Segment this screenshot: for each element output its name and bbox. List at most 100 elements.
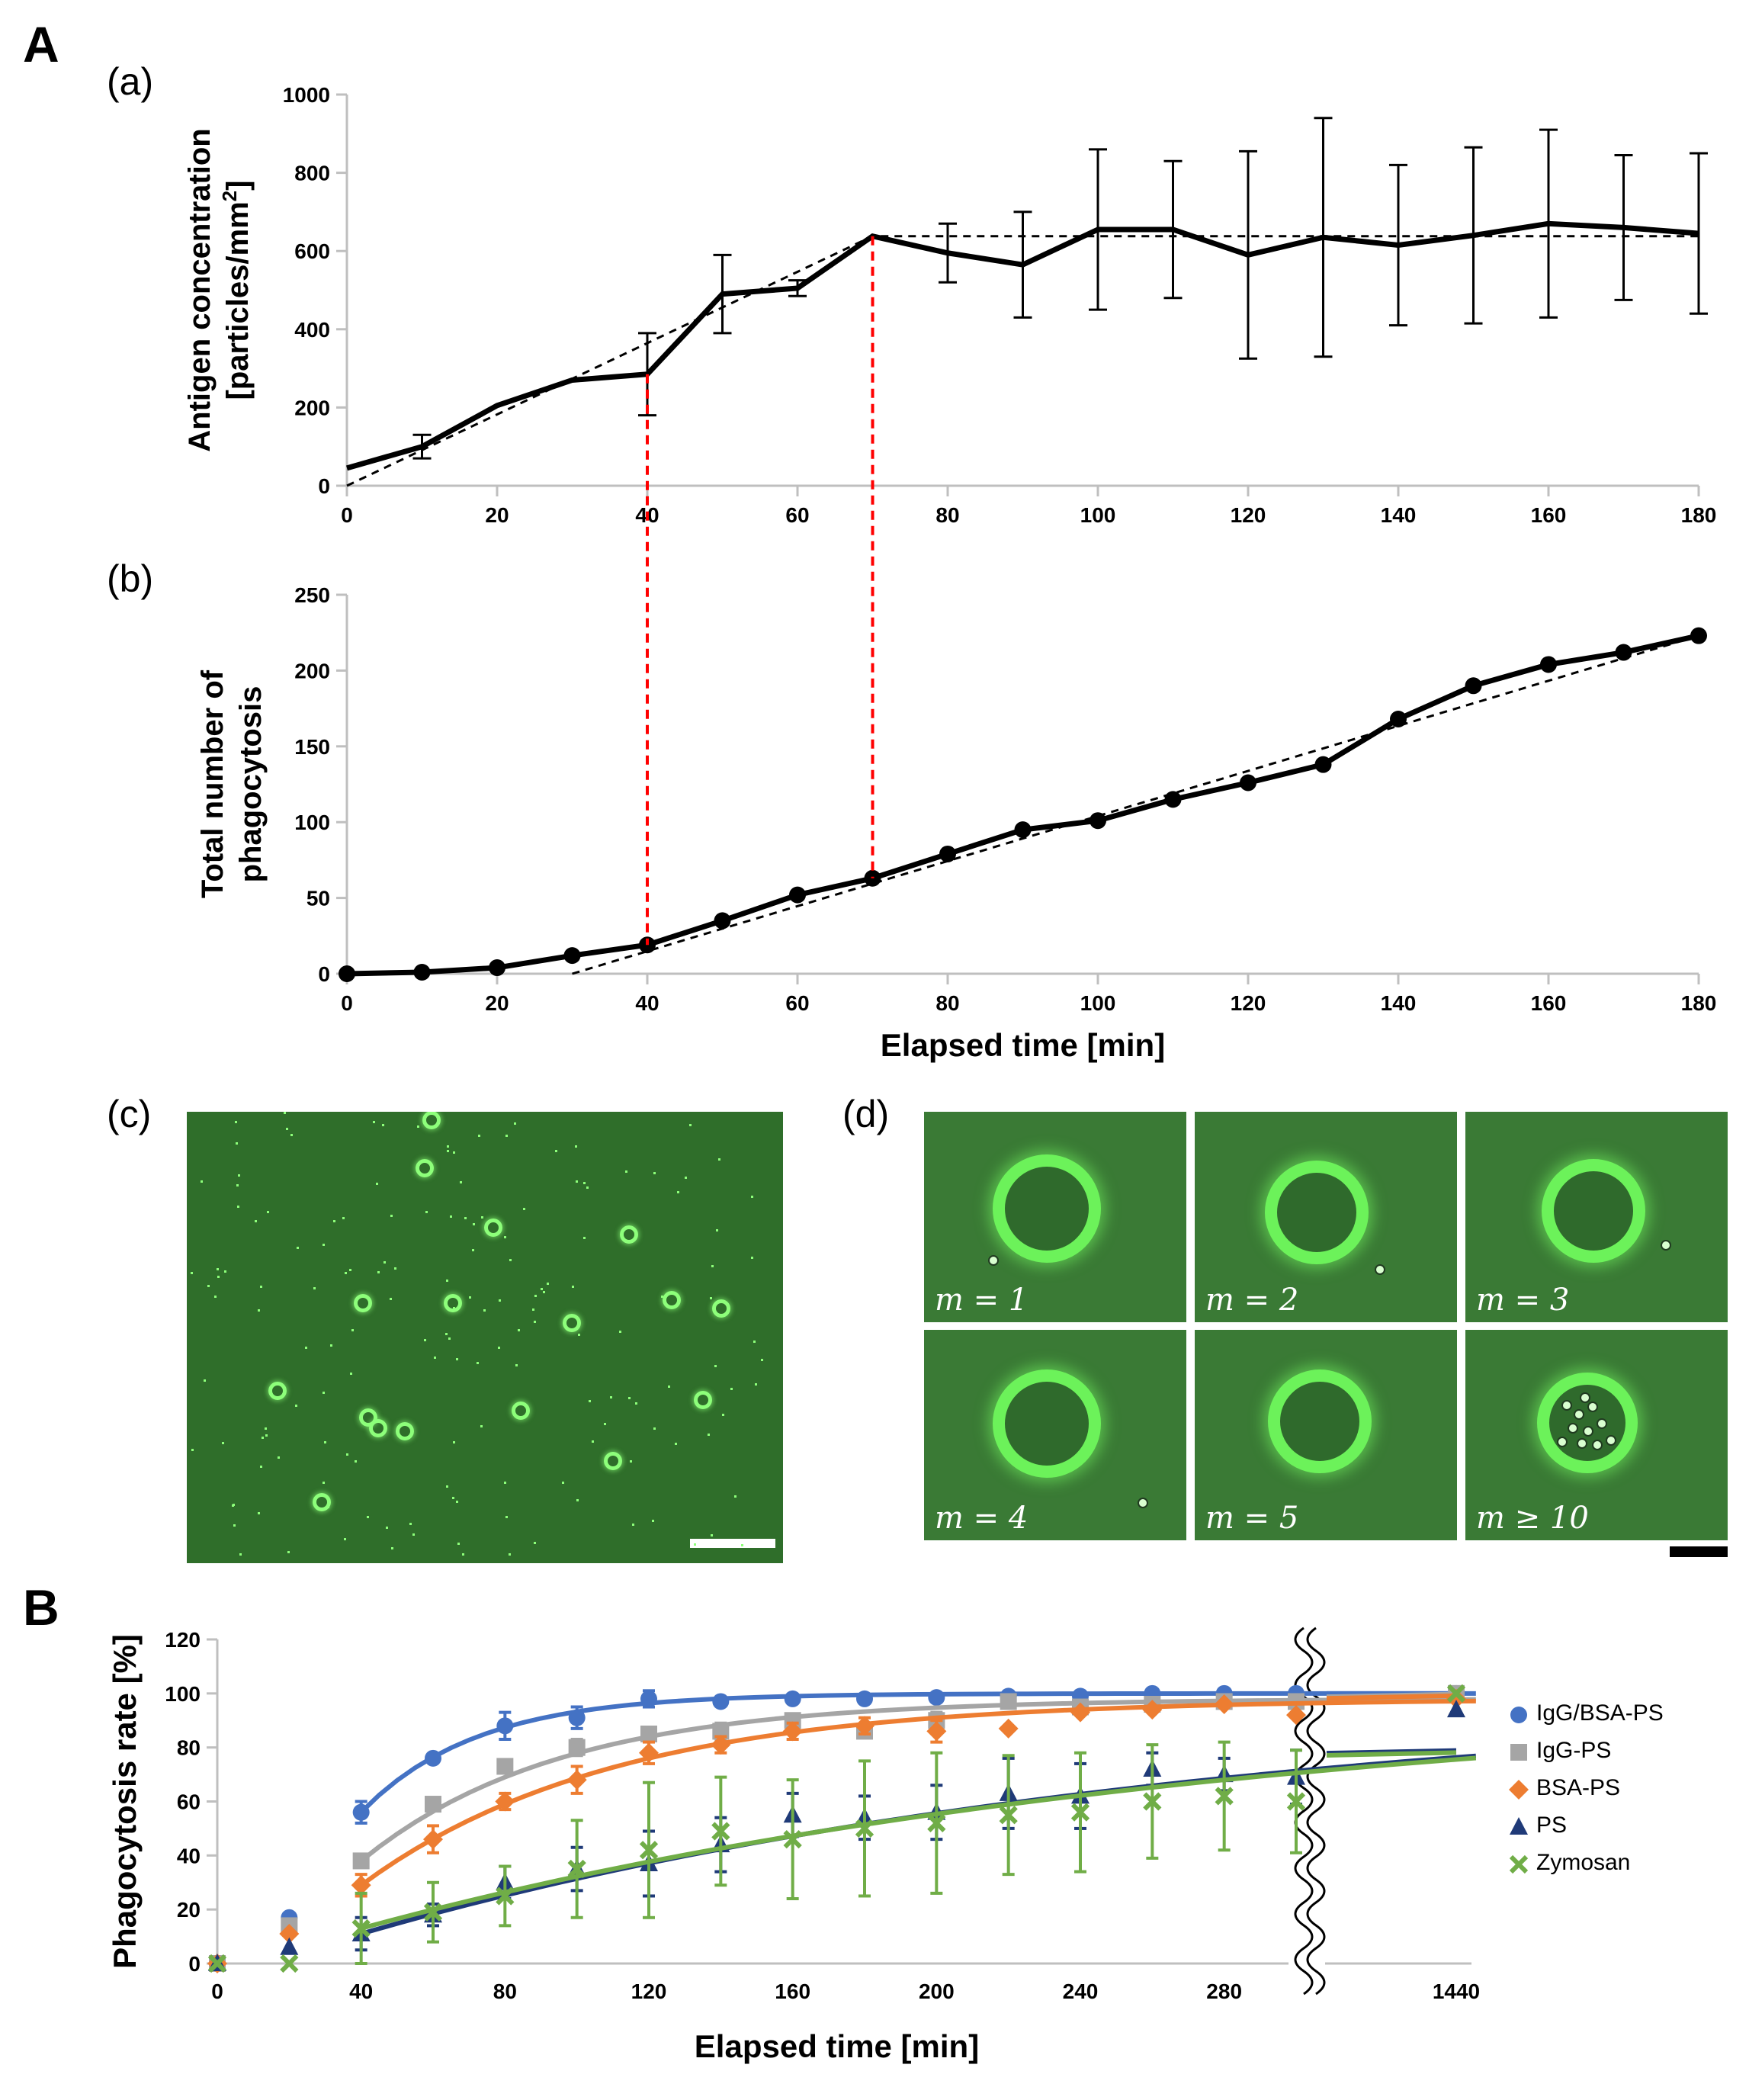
data-point	[1314, 756, 1332, 773]
data-point	[425, 1749, 441, 1767]
bead-speck	[239, 1553, 242, 1556]
data-point	[1509, 1780, 1529, 1800]
bead-speck	[390, 1298, 392, 1300]
data-point	[783, 1829, 802, 1849]
bead-speck	[498, 1347, 500, 1349]
y-tick-label: 100	[165, 1682, 201, 1706]
data-point	[351, 1875, 371, 1896]
bead-speck	[382, 1124, 384, 1126]
bead-speck	[504, 1236, 506, 1238]
x-axis-label: Elapsed time [min]	[695, 2028, 979, 2064]
cell-ring	[483, 1218, 502, 1237]
bead-speck	[677, 1191, 679, 1193]
bead-speck	[448, 1337, 451, 1340]
panel-label-a: (a)	[107, 60, 154, 103]
ylabel-sup: 2	[218, 191, 241, 201]
x-tick-label: 20	[485, 991, 509, 1015]
bead-speck	[355, 1460, 357, 1463]
y-tick-label: 200	[294, 396, 330, 419]
data-point	[280, 1937, 299, 1955]
y-tick-label: 1000	[283, 83, 330, 107]
data-point	[1390, 711, 1407, 728]
bead-speck	[473, 1223, 475, 1225]
cell-ring	[368, 1419, 387, 1438]
tile-m1: m = 1	[924, 1112, 1186, 1322]
bead-speck	[237, 1206, 239, 1208]
bead-speck	[217, 1268, 219, 1270]
tile-label: m = 2	[1205, 1283, 1299, 1318]
data-point	[425, 1796, 441, 1813]
cell-ring	[663, 1291, 682, 1310]
data-point	[714, 912, 731, 930]
bead-speck	[534, 1542, 536, 1544]
bead-speck	[477, 1362, 479, 1364]
tile-label: m = 5	[1205, 1501, 1299, 1536]
y-tick-label: 200	[294, 659, 330, 682]
y-tick-label: 400	[294, 318, 330, 342]
bead-speck	[351, 1329, 354, 1331]
bead-speck	[412, 1533, 415, 1536]
bead-speck	[330, 1344, 332, 1347]
data-point	[1214, 1694, 1234, 1714]
data-point	[207, 1954, 227, 1973]
bead-speck	[262, 1437, 264, 1439]
bead-speck	[290, 1134, 293, 1136]
bead-speck	[541, 1288, 543, 1290]
data-point	[855, 1819, 874, 1838]
bead-speck	[390, 1215, 393, 1217]
cell-ring	[422, 1112, 441, 1129]
bead-speck	[222, 1442, 224, 1444]
bead-speck	[447, 1150, 449, 1152]
bead-speck	[207, 1285, 210, 1287]
tile-m4: m = 4	[924, 1330, 1186, 1540]
data-point	[423, 1829, 443, 1850]
bead-speck	[586, 1186, 589, 1189]
cell	[993, 1154, 1101, 1263]
bead-speck	[730, 1388, 733, 1390]
panel-label-B: B	[23, 1579, 59, 1636]
data-point	[1240, 774, 1256, 792]
bead-speck	[286, 1128, 288, 1130]
bead-speck	[714, 1365, 717, 1367]
data-point	[489, 959, 505, 977]
legend-entry: Zymosan	[1506, 1848, 1735, 1886]
data-point	[563, 947, 581, 965]
bead-speck	[236, 1142, 238, 1145]
bead-speck	[295, 1405, 297, 1407]
data-point	[639, 1841, 659, 1860]
data-point	[280, 1954, 299, 1973]
bead-speck	[450, 1215, 452, 1218]
y-tick-label: 120	[165, 1628, 201, 1652]
data-point	[339, 965, 355, 982]
cell-ring	[712, 1299, 731, 1318]
bead-speck	[734, 1495, 737, 1498]
bead-speck	[481, 1216, 483, 1219]
bead-speck	[761, 1359, 763, 1361]
data-point	[711, 1822, 730, 1841]
x-tick-label: 40	[635, 991, 659, 1015]
y-axis-label-1: Total number of	[196, 669, 229, 898]
fit-curve	[359, 1698, 1476, 1887]
bead-speck	[391, 1547, 393, 1549]
data-point	[712, 1693, 730, 1710]
data-point	[496, 1758, 514, 1775]
cell	[1268, 1369, 1372, 1473]
bead-speck	[424, 1339, 426, 1341]
bead-speck	[453, 1151, 455, 1154]
data-point	[568, 1709, 586, 1726]
bead-speck	[425, 1211, 428, 1213]
cell-ring	[395, 1421, 414, 1440]
legend-label: BSA-PS	[1536, 1775, 1621, 1800]
data-point	[711, 1735, 731, 1755]
bead-speck	[305, 1347, 307, 1349]
bead-speck	[632, 1524, 634, 1526]
bead-speck	[578, 1334, 580, 1336]
legend-entry: BSA-PS	[1506, 1774, 1735, 1811]
bead-speck	[722, 1414, 724, 1416]
chart-B: 0 20 40 60 80 100 120 0 40 80 120 160 200 240 280 1440 P…	[107, 1624, 1480, 2064]
bead-speck	[445, 1333, 448, 1335]
bead-speck	[224, 1270, 226, 1273]
tile-label: m = 3	[1476, 1283, 1570, 1318]
tile-label: m ≥ 10	[1476, 1501, 1589, 1536]
x-tick-label: 20	[485, 503, 509, 527]
